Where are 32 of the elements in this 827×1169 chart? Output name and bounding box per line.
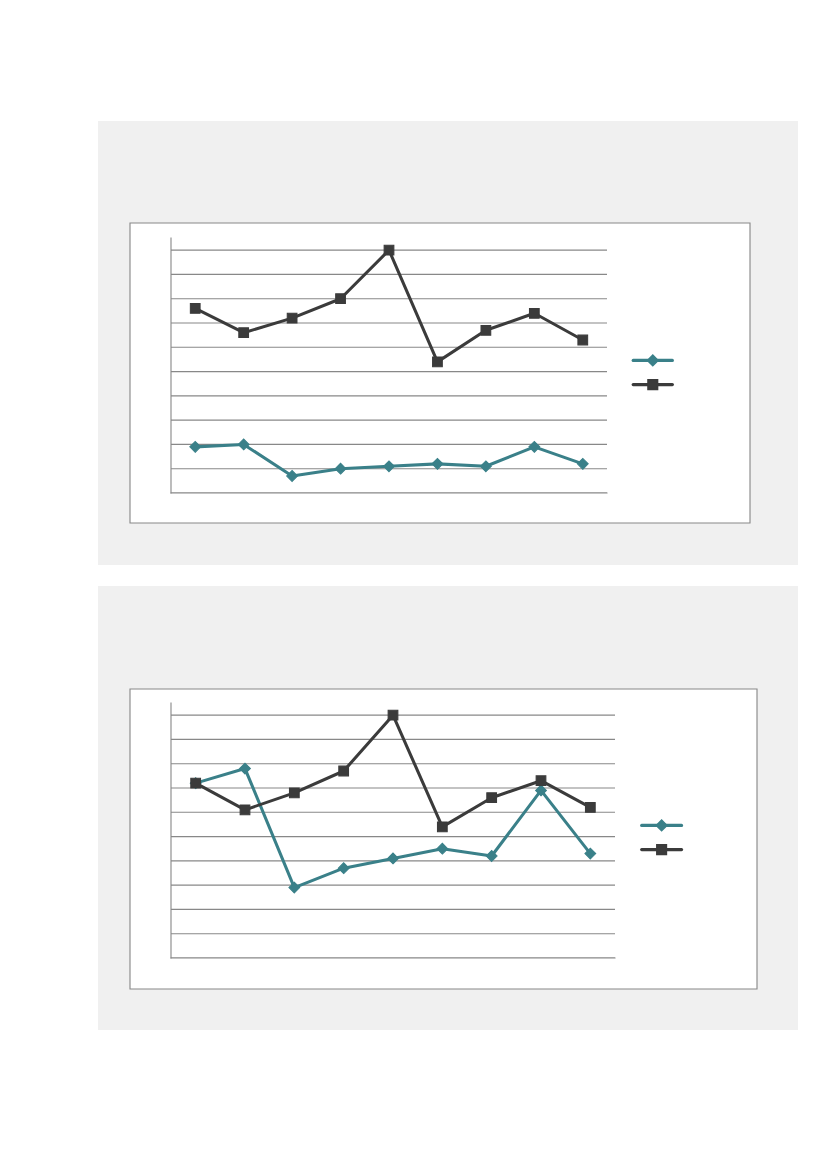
- point: [189, 303, 201, 314]
- point: [335, 293, 346, 305]
- point: [239, 804, 251, 816]
- point: [432, 356, 443, 368]
- point: [486, 792, 498, 804]
- point: [535, 775, 547, 787]
- point: [584, 802, 596, 813]
- point: [338, 765, 350, 777]
- point: [479, 460, 492, 473]
- point: [387, 852, 399, 865]
- point: [237, 438, 250, 451]
- point: [431, 457, 444, 470]
- point: [334, 462, 347, 475]
- point: [286, 470, 299, 482]
- point: [577, 334, 589, 346]
- point: [436, 821, 448, 833]
- point: [383, 460, 395, 473]
- point: [485, 850, 498, 862]
- point: [238, 327, 250, 339]
- point: [528, 307, 540, 319]
- point: [383, 244, 395, 256]
- point: [436, 842, 449, 855]
- point: [288, 787, 300, 799]
- point: [584, 847, 597, 860]
- point: [288, 881, 301, 894]
- point: [337, 862, 350, 875]
- point: [239, 762, 251, 775]
- point: [286, 312, 298, 324]
- point: [480, 324, 492, 336]
- point: [576, 457, 589, 470]
- point: [387, 709, 399, 721]
- point: [528, 440, 541, 453]
